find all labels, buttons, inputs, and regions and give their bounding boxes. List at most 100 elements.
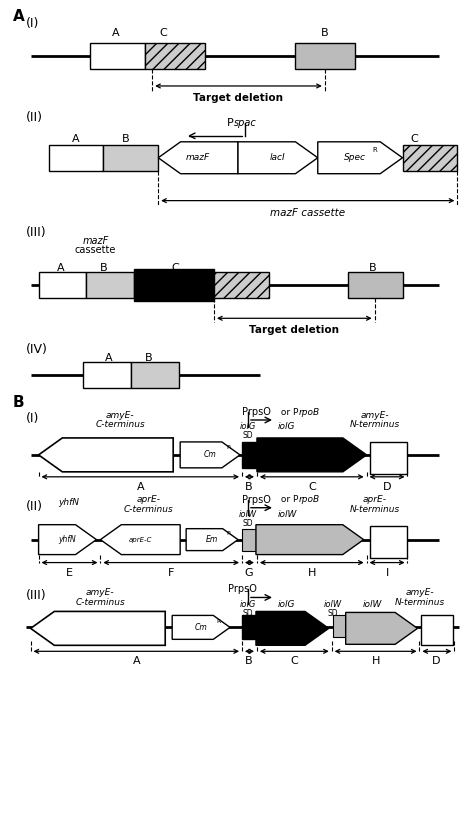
Polygon shape: [318, 141, 402, 174]
Bar: [83, 362, 131, 388]
Text: (I): (I): [26, 17, 39, 30]
Text: Target deletion: Target deletion: [193, 93, 283, 103]
Text: A: A: [13, 9, 24, 24]
Bar: [370, 442, 408, 474]
Text: (II): (II): [26, 111, 43, 124]
Text: SD: SD: [243, 609, 253, 618]
Text: SD: SD: [243, 519, 253, 528]
Text: B: B: [321, 28, 328, 38]
Text: iolW: iolW: [363, 600, 382, 609]
Text: or P: or P: [278, 408, 298, 417]
Text: iolG: iolG: [278, 600, 295, 609]
Text: F: F: [168, 567, 174, 577]
Polygon shape: [38, 438, 173, 472]
Text: B: B: [145, 353, 152, 364]
Text: R: R: [226, 445, 230, 450]
Text: iolW: iolW: [324, 600, 342, 609]
Text: B: B: [121, 134, 129, 144]
Bar: [103, 145, 158, 171]
Text: C: C: [171, 264, 179, 274]
Text: aprE-: aprE-: [363, 495, 387, 504]
Bar: [347, 272, 402, 299]
Text: iolW: iolW: [239, 510, 257, 519]
Polygon shape: [180, 442, 240, 468]
Text: B: B: [245, 482, 253, 492]
Polygon shape: [256, 525, 364, 555]
Text: (III): (III): [26, 225, 46, 239]
Text: amyE-: amyE-: [106, 410, 135, 419]
Text: spac: spac: [234, 118, 257, 128]
Text: A: A: [137, 482, 144, 492]
Text: Em: Em: [206, 535, 218, 544]
Text: E: E: [66, 567, 73, 577]
Text: lacI: lacI: [270, 153, 286, 162]
Text: I: I: [386, 567, 389, 577]
Text: P: P: [227, 118, 234, 128]
Bar: [242, 528, 256, 551]
Bar: [402, 145, 457, 171]
Text: iolG: iolG: [240, 423, 256, 432]
Polygon shape: [100, 525, 180, 555]
Text: H: H: [372, 656, 380, 666]
Text: iolW: iolW: [278, 510, 297, 519]
Polygon shape: [256, 612, 329, 646]
Bar: [134, 270, 214, 301]
Text: (II): (II): [26, 500, 43, 513]
Bar: [333, 616, 346, 637]
Bar: [421, 616, 453, 646]
Text: R: R: [226, 531, 230, 536]
Text: B: B: [369, 264, 376, 274]
Text: N-terminus: N-terminus: [349, 505, 400, 514]
Bar: [214, 272, 269, 299]
Text: cassette: cassette: [75, 245, 116, 255]
Text: C: C: [159, 28, 167, 38]
Text: mazF: mazF: [82, 235, 109, 245]
Bar: [91, 43, 145, 69]
Text: (I): (I): [26, 412, 39, 425]
Text: mazF: mazF: [186, 153, 210, 162]
Bar: [145, 43, 205, 69]
Text: R: R: [372, 146, 377, 153]
Bar: [38, 272, 86, 299]
Bar: [242, 616, 256, 639]
Text: B: B: [100, 264, 107, 274]
Text: N-terminus: N-terminus: [349, 420, 400, 429]
Polygon shape: [31, 612, 165, 646]
Text: iolG: iolG: [278, 423, 295, 432]
Text: SD: SD: [328, 609, 338, 618]
Text: Target deletion: Target deletion: [249, 325, 339, 335]
Polygon shape: [257, 438, 366, 472]
Text: PrpsO: PrpsO: [228, 585, 257, 595]
Text: amyE-: amyE-: [86, 588, 115, 597]
Bar: [370, 526, 408, 557]
Text: (IV): (IV): [26, 344, 47, 356]
Text: yhfN: yhfN: [58, 498, 79, 508]
Text: D: D: [432, 656, 441, 666]
Polygon shape: [172, 616, 230, 639]
Text: N-terminus: N-terminus: [394, 598, 445, 607]
Text: PrpsO: PrpsO: [242, 495, 271, 505]
Text: aprE-: aprE-: [136, 495, 160, 504]
Text: A: A: [105, 353, 112, 364]
Text: amyE-: amyE-: [405, 588, 434, 597]
Bar: [86, 272, 134, 299]
Text: amyE-: amyE-: [360, 410, 389, 419]
Text: mazF cassette: mazF cassette: [270, 208, 346, 218]
Text: R: R: [216, 619, 220, 624]
Text: PrpsO: PrpsO: [242, 407, 271, 417]
Text: A: A: [72, 134, 79, 144]
Text: Spec: Spec: [344, 153, 365, 162]
Text: B: B: [245, 656, 253, 666]
Text: (III): (III): [26, 590, 46, 602]
Text: C: C: [308, 482, 316, 492]
Text: G: G: [245, 567, 253, 577]
Polygon shape: [186, 528, 238, 551]
Polygon shape: [238, 141, 318, 174]
Polygon shape: [346, 612, 418, 644]
Text: aprE-C: aprE-C: [128, 537, 152, 542]
Text: C: C: [290, 656, 298, 666]
Polygon shape: [158, 141, 238, 174]
Text: C-terminus: C-terminus: [123, 505, 173, 514]
Text: C-terminus: C-terminus: [75, 598, 125, 607]
Bar: [242, 442, 257, 468]
